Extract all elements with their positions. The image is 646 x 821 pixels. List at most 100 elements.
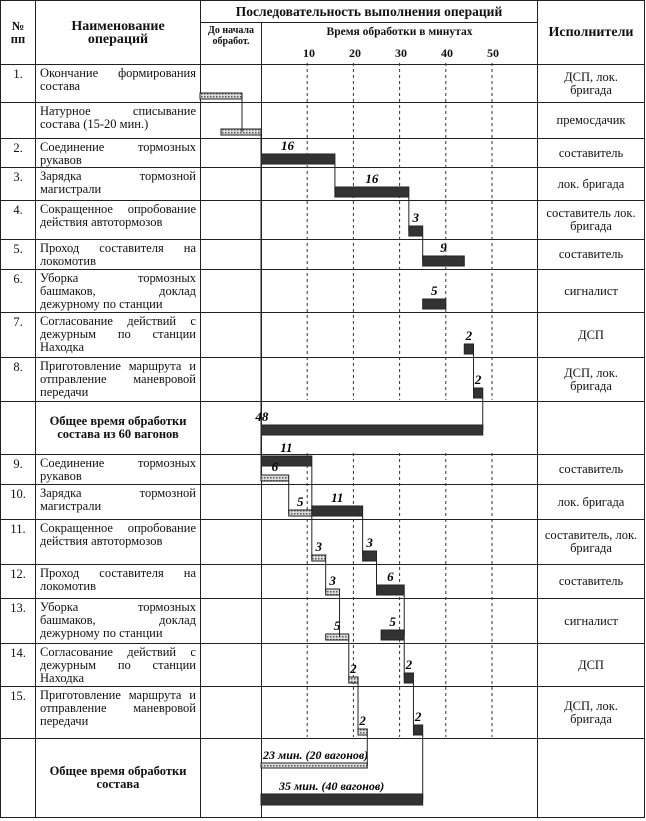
operation-name: Проход составителя на локомотив: [35, 564, 201, 599]
header-time-label: Время обработки в минутах: [326, 26, 473, 38]
tick-label: 50: [487, 46, 499, 60]
hatched-bar: [348, 676, 359, 684]
executor: ДСП, лок. бригада: [537, 357, 646, 402]
tick-label: 40: [441, 46, 453, 60]
operation-name: Приготовление маршрута и отправление ман…: [35, 686, 201, 739]
before-cell: [200, 239, 262, 270]
operation-name: Сокращенное опробование действия автотор…: [35, 519, 201, 565]
executor: сигналист: [537, 598, 646, 644]
time-cell: [260, 102, 539, 139]
bar-label: 2: [414, 709, 422, 724]
executor: составитель лок. бригада: [537, 200, 646, 240]
solid-bar: [412, 724, 424, 736]
executor: составитель, лок. бригада: [537, 519, 646, 565]
bar-label: 5: [431, 283, 438, 298]
bar-label: 3: [365, 535, 373, 550]
row-number: 10.: [0, 484, 36, 520]
before-cell: [200, 200, 262, 240]
executor: [537, 738, 646, 818]
operation-name: Уборка тормозных башмаков, доклад дежурн…: [35, 598, 201, 644]
row-number: 2.: [0, 138, 36, 168]
table-row: Натурное списывание состава (15-20 мин.)…: [0, 102, 646, 139]
hatched-bar: [220, 128, 262, 136]
bar-label: 11: [331, 490, 343, 505]
operation-name: Согласование действий с дежурным по стан…: [35, 312, 201, 358]
bar-label: 2: [474, 372, 482, 387]
row-number: 6.: [0, 269, 36, 313]
before-cell: [200, 484, 262, 520]
executor: сигналист: [537, 269, 646, 313]
bar-label: 9: [440, 240, 447, 255]
solid-bar: [260, 793, 424, 806]
bar-label: 2: [358, 713, 366, 728]
operation-name: Сокращенное опробование действия автотор…: [35, 200, 201, 240]
hatched-bar: [325, 633, 350, 641]
solid-bar: [473, 387, 484, 399]
table-row: 7. Согласование действий с дежурным по ст…: [0, 312, 646, 358]
operation-name: Соединение тормозных рукавов: [35, 454, 201, 485]
solid-bar: [463, 343, 475, 355]
bar-label: 16: [365, 171, 379, 186]
operation-name: Общее время обработки состава из 60 ваго…: [35, 401, 201, 455]
row-number: 7.: [0, 312, 36, 358]
hatched-bar: [199, 92, 243, 100]
executor: лок. бригада: [537, 484, 646, 520]
solid-bar: [260, 424, 484, 436]
solid-bar: [362, 550, 378, 562]
operation-name: Проход составителя на локомотив: [35, 239, 201, 270]
bar-label: 5: [334, 618, 341, 633]
solid-bar: [334, 186, 410, 198]
header-executors: Исполнители: [537, 0, 646, 65]
header-name: Наименование операций: [35, 0, 201, 65]
bar-label: 2: [465, 328, 473, 343]
hatched-bar: [260, 762, 368, 769]
before-cell: [200, 138, 262, 168]
bar-label: 3: [412, 210, 420, 225]
solid-bar: [260, 455, 313, 467]
bar-label: 11: [280, 440, 292, 455]
bar-label: 2: [405, 657, 413, 672]
solid-bar: [311, 505, 364, 517]
solid-bar: [422, 298, 447, 310]
header-time: Время обработки в минутах 10 20 30 40 50: [260, 22, 539, 65]
row-number: 14.: [0, 643, 36, 687]
solid-bar: [380, 629, 405, 641]
executor: ДСП, лок. бригада: [537, 64, 646, 103]
tick-label: 30: [395, 46, 407, 60]
solid-bar: [376, 584, 405, 596]
header-num: № пп: [0, 0, 36, 65]
hatched-bar: [311, 554, 327, 562]
hatched-bar: [260, 474, 290, 482]
bar-label: 5: [389, 614, 396, 629]
operation-name: Зарядка тормозной магистрали: [35, 484, 201, 520]
executor: ДСП, лок. бригада: [537, 686, 646, 739]
row-number: 3.: [0, 167, 36, 201]
bar-label: 6: [272, 459, 279, 474]
before-cell: [200, 686, 262, 739]
bar-label: 35 мин. (40 вагонов): [278, 779, 384, 793]
bar-label: 2: [349, 661, 357, 676]
hatched-bar: [357, 728, 368, 736]
tick-label: 10: [303, 46, 315, 60]
solid-bar: [403, 672, 414, 684]
hatched-bar: [325, 588, 341, 596]
row-number: 12.: [0, 564, 36, 599]
solid-bar: [408, 225, 424, 237]
solid-bar: [422, 255, 465, 267]
tick-label: 20: [349, 46, 361, 60]
operation-name: Натурное списывание состава (15-20 мин.): [35, 102, 201, 139]
bar-label: 48: [254, 409, 269, 424]
bar-label: 6: [387, 569, 394, 584]
operation-name: Уборка тормозных башмаков, доклад дежурн…: [35, 269, 201, 313]
row-number: 11.: [0, 519, 36, 565]
row-number: 15.: [0, 686, 36, 739]
operation-name: Согласование действий с дежурным по стан…: [35, 643, 201, 687]
bar-label: 16: [281, 138, 295, 153]
header-before: До начала обработ.: [200, 22, 262, 65]
bar-label: 23 мин. (20 вагонов): [262, 748, 368, 762]
hatched-bar: [288, 509, 313, 517]
executor: ДСП: [537, 643, 646, 687]
operation-name: Зарядка тормозной магистрали: [35, 167, 201, 201]
